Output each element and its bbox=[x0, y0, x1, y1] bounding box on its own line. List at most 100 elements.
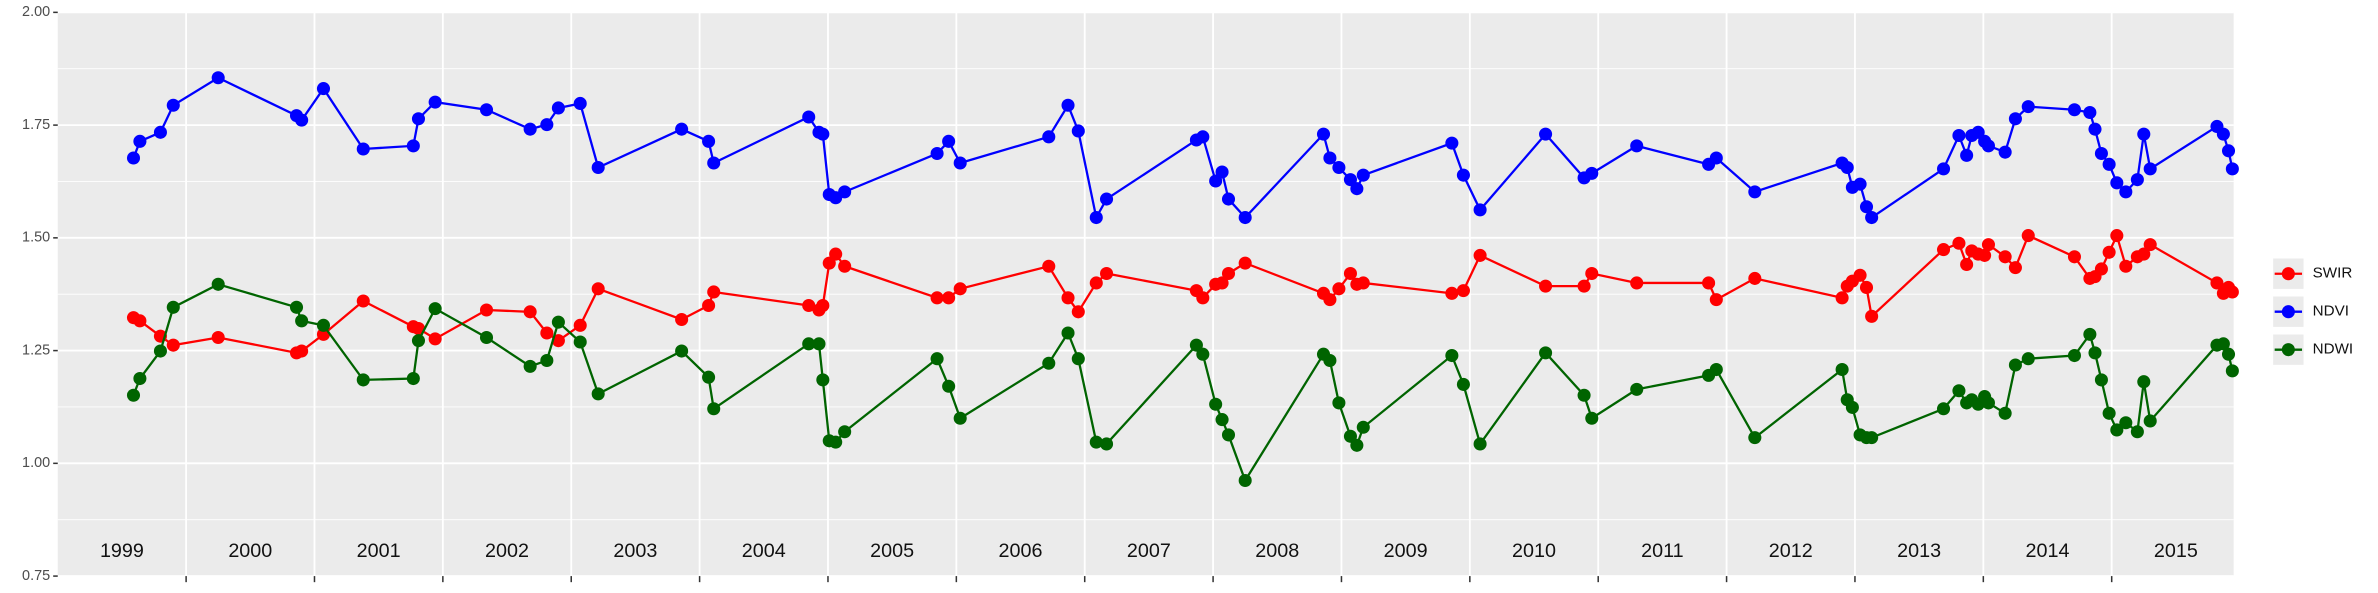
data-point bbox=[1709, 151, 1723, 165]
data-point bbox=[1316, 127, 1331, 141]
data-point bbox=[1350, 182, 1364, 196]
data-point bbox=[1238, 256, 1252, 270]
data-point bbox=[406, 372, 420, 386]
data-point bbox=[1215, 276, 1229, 290]
data-point bbox=[2225, 364, 2239, 378]
legend: SWIR NDVI NDWI bbox=[2273, 258, 2353, 365]
data-point bbox=[1323, 293, 1337, 307]
data-point bbox=[930, 146, 944, 161]
data-point bbox=[523, 305, 537, 319]
data-point bbox=[829, 435, 843, 449]
year-label: 2012 bbox=[1769, 540, 1813, 562]
data-point bbox=[211, 330, 225, 345]
data-point bbox=[2094, 262, 2108, 276]
legend-point bbox=[2281, 305, 2295, 319]
data-point bbox=[1853, 268, 1867, 282]
data-point bbox=[153, 125, 167, 139]
year-label: 2003 bbox=[613, 540, 657, 562]
data-point bbox=[838, 185, 852, 199]
data-point bbox=[1585, 411, 1599, 425]
data-point bbox=[1859, 200, 1874, 214]
data-point bbox=[1630, 382, 1644, 396]
data-point bbox=[1936, 402, 1951, 416]
data-point bbox=[2110, 176, 2124, 190]
data-point bbox=[2008, 112, 2022, 126]
data-point bbox=[675, 122, 689, 136]
data-point bbox=[2137, 247, 2151, 261]
legend-label: SWIR bbox=[2313, 265, 2353, 282]
data-point bbox=[1042, 356, 1056, 370]
data-point bbox=[675, 312, 689, 327]
data-point bbox=[573, 96, 587, 110]
data-point bbox=[707, 156, 721, 170]
data-point bbox=[1100, 266, 1114, 281]
data-point bbox=[1865, 431, 1879, 445]
data-point bbox=[942, 134, 956, 148]
data-point bbox=[1865, 309, 1879, 323]
data-point bbox=[2119, 185, 2133, 199]
data-point bbox=[1845, 400, 1859, 414]
data-point bbox=[838, 425, 852, 439]
data-point bbox=[133, 134, 147, 148]
data-point bbox=[523, 359, 537, 373]
data-point bbox=[2137, 127, 2151, 141]
data-point bbox=[930, 352, 944, 366]
legend-label: NDVI bbox=[2313, 303, 2349, 320]
data-point bbox=[1343, 266, 1357, 281]
data-point bbox=[1061, 326, 1075, 340]
data-point bbox=[295, 344, 309, 358]
data-point bbox=[2210, 276, 2224, 290]
data-point bbox=[2094, 146, 2108, 161]
data-point bbox=[1456, 168, 1470, 182]
year-label: 2004 bbox=[742, 540, 786, 562]
data-point bbox=[1042, 259, 1056, 273]
data-point bbox=[2143, 238, 2157, 252]
data-point bbox=[1215, 165, 1229, 179]
data-point bbox=[428, 332, 442, 346]
data-point bbox=[1445, 286, 1459, 300]
data-point bbox=[1221, 428, 1236, 442]
data-point bbox=[1936, 162, 1951, 176]
data-point bbox=[1960, 148, 1974, 162]
data-point bbox=[1332, 396, 1346, 410]
data-point bbox=[411, 321, 426, 336]
data-point bbox=[2221, 144, 2236, 158]
data-point bbox=[411, 112, 426, 126]
data-point bbox=[1089, 435, 1103, 449]
data-point bbox=[166, 338, 180, 352]
data-point bbox=[295, 314, 309, 328]
data-point bbox=[1071, 124, 1085, 138]
data-point bbox=[2119, 416, 2133, 430]
data-point bbox=[2102, 157, 2116, 171]
data-point bbox=[411, 334, 426, 348]
data-point bbox=[356, 142, 370, 156]
data-point bbox=[1630, 139, 1644, 153]
data-point bbox=[2102, 245, 2116, 259]
data-point bbox=[316, 82, 331, 96]
data-point bbox=[1539, 346, 1553, 360]
data-point bbox=[812, 337, 826, 351]
data-point bbox=[1061, 98, 1075, 112]
data-point bbox=[1061, 291, 1075, 305]
year-label: 2013 bbox=[1897, 540, 1941, 562]
data-point bbox=[153, 344, 167, 358]
data-point bbox=[591, 160, 605, 175]
data-point bbox=[2067, 103, 2082, 117]
data-point bbox=[2083, 327, 2097, 341]
y-tick-label: 2.00 bbox=[22, 4, 50, 20]
data-point bbox=[1196, 291, 1210, 305]
data-point bbox=[1332, 282, 1346, 296]
data-point bbox=[479, 330, 494, 345]
data-point bbox=[2221, 347, 2236, 361]
data-point bbox=[1539, 127, 1553, 141]
data-point bbox=[1952, 384, 1966, 398]
data-point bbox=[1577, 388, 1591, 402]
data-point bbox=[1539, 279, 1553, 293]
data-point bbox=[540, 118, 554, 132]
year-label: 2009 bbox=[1384, 540, 1428, 562]
y-tick-label: 1.25 bbox=[22, 342, 50, 358]
data-point bbox=[2067, 349, 2082, 363]
data-point bbox=[356, 294, 370, 308]
data-point bbox=[551, 334, 565, 348]
